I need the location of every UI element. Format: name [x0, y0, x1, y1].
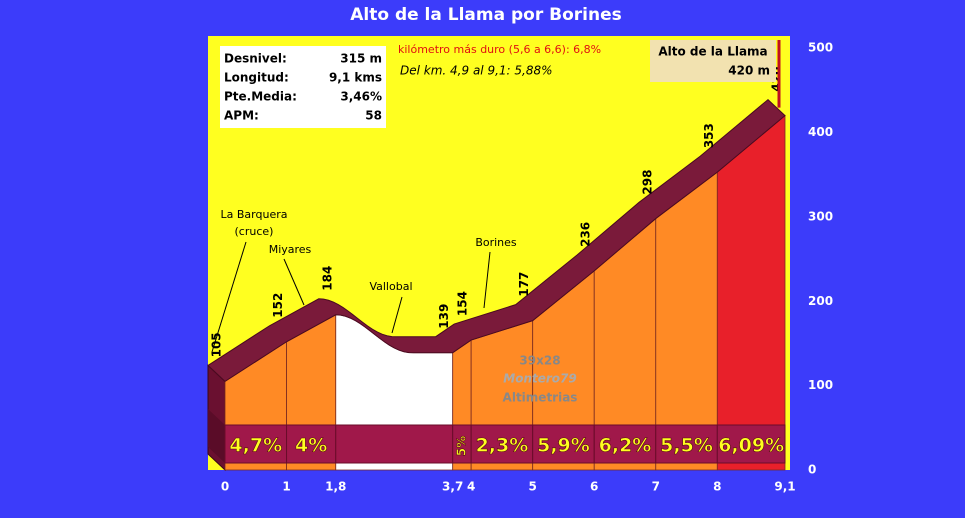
x-tick-label: 6: [590, 480, 598, 494]
grade-label: 6,2%: [599, 435, 652, 457]
pointer: [283, 258, 305, 306]
elevation-label: 105: [210, 332, 224, 357]
strip-side: [208, 409, 225, 463]
grade-label: 4%: [295, 435, 327, 457]
x-tick-label: 4: [467, 480, 475, 494]
x-tick-label: 1,8: [325, 480, 346, 494]
info-value: 58: [365, 109, 382, 123]
grade-cell: [716, 424, 786, 464]
info-key: Desnivel:: [224, 52, 287, 66]
place-label: Miyares: [269, 243, 312, 256]
plot: 4,7% 4% 5% 2,3% 5,9% 6,2% 5,5% 6,09%10515218413…: [207, 40, 833, 494]
pointer: [391, 296, 403, 334]
watermark: Montero79: [503, 372, 576, 386]
summit-box: [650, 40, 776, 82]
elevation-label: 154: [456, 291, 470, 316]
segment: [716, 114, 786, 471]
elevation-label: 236: [579, 222, 593, 247]
elevation-label: 139: [437, 304, 451, 329]
watermark: 39x28: [519, 354, 560, 368]
x-tick-label: 7: [652, 480, 660, 494]
place-label: (cruce): [235, 225, 274, 238]
x-tick-label: 1: [282, 480, 290, 494]
grade-label: 5,9%: [537, 435, 590, 457]
grade-cell: [335, 424, 454, 464]
x-tick-label: 5: [529, 480, 537, 494]
summit-name: Alto de la Llama: [658, 45, 767, 59]
elevation-label: 177: [517, 272, 531, 297]
x-tick-label: 8: [713, 480, 721, 494]
elevation-label: 184: [320, 266, 334, 291]
place-label: Borines: [475, 236, 517, 249]
grade-cell: [286, 424, 337, 464]
info: Desnivel: 315 m Longitud: 9,1 kms Pte.Media:…: [224, 52, 382, 123]
info-key: Pte.Media:: [224, 90, 297, 104]
y-tick-label: 400: [808, 125, 833, 139]
elevation-label: 353: [702, 123, 716, 148]
profile-ridge: [207, 98, 786, 383]
info-value: 9,1 kms: [329, 71, 382, 85]
summit-altitude: 420 m: [728, 64, 770, 78]
grade-label: 5,5%: [660, 435, 713, 457]
place-label: La Barquera: [221, 208, 288, 221]
info-value: 3,46%: [340, 90, 382, 104]
grade-cell: [532, 424, 595, 464]
x-tick-label: 0: [221, 480, 229, 494]
info-box: [220, 46, 386, 128]
elevation-label: 298: [640, 170, 654, 195]
grade-label: 4,7%: [229, 435, 282, 457]
elevation-label: 152: [271, 293, 285, 318]
y-tick-label: 300: [808, 209, 833, 223]
grade-cell: [655, 424, 718, 464]
watermark: Altimetrias: [503, 391, 578, 405]
y-tick-label: 100: [808, 378, 833, 392]
grade-label: 5%: [454, 436, 468, 456]
grade-label: 2,3%: [476, 435, 529, 457]
info-key: Longitud:: [224, 71, 289, 85]
info-value: 315 m: [340, 52, 382, 66]
pointer: [483, 251, 491, 309]
y-tick-label: 500: [808, 41, 833, 55]
x-tick-label: 9,1: [774, 480, 795, 494]
grade-cell: [224, 424, 288, 464]
x-tick-label: 3,7: [442, 480, 463, 494]
y-tick-label: 200: [808, 294, 833, 308]
grade-label: 6,09%: [718, 435, 784, 457]
chart-title: Alto de la Llama por Borines: [350, 5, 622, 25]
stretch-grade: Del km. 4,9 al 9,1: 5,88%: [400, 64, 553, 78]
grade-cell: [470, 424, 534, 464]
info-key: APM:: [224, 109, 259, 123]
pointer: [211, 241, 247, 353]
y-tick-label: 0: [808, 463, 816, 477]
grade-cell: [593, 424, 657, 464]
hardest-km: kilómetro más duro (5,6 a 6,6): 6,8%: [398, 43, 601, 56]
place-label: Vallobal: [369, 280, 412, 293]
